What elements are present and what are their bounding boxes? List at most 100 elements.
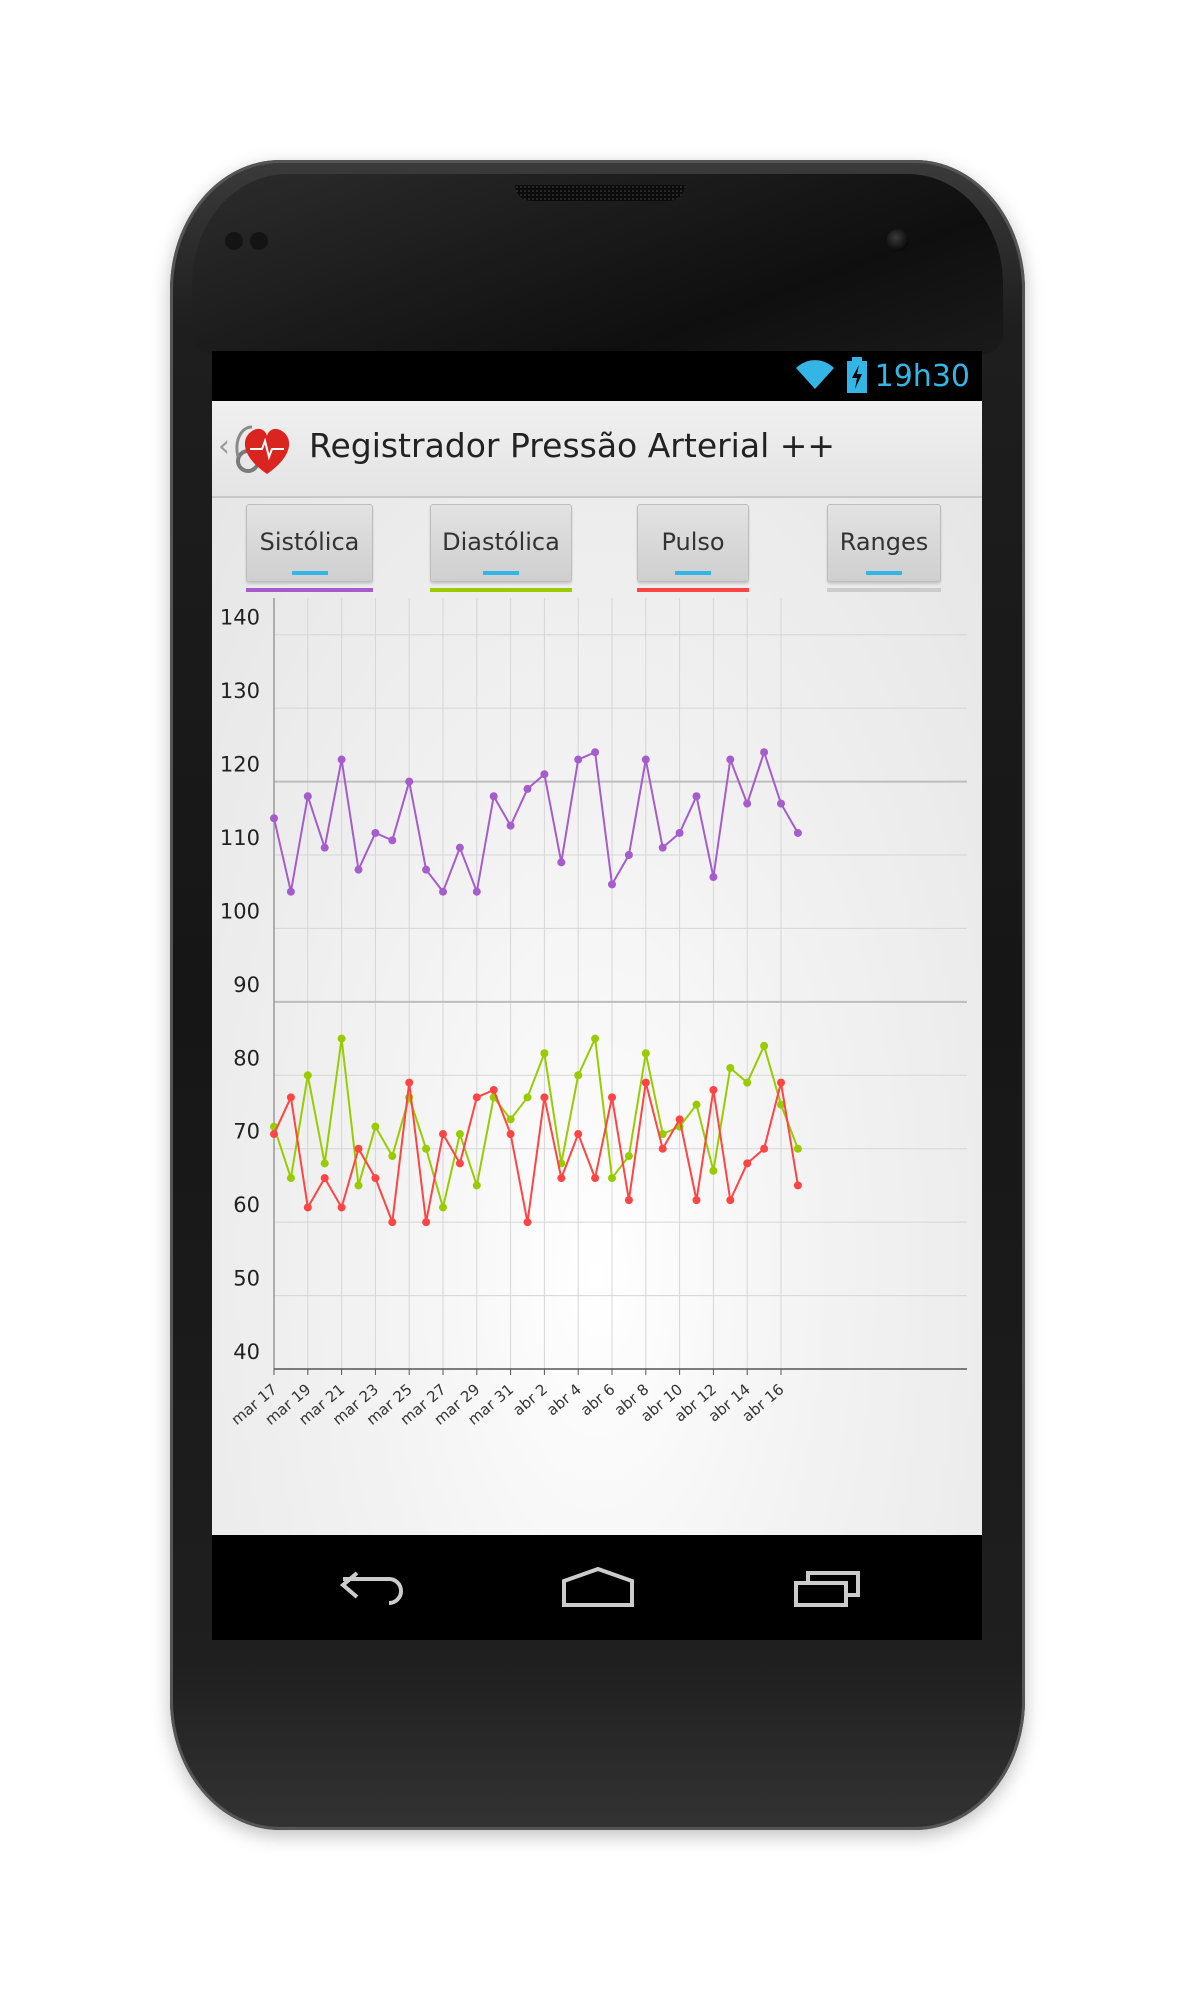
tab-indicator	[291, 571, 328, 575]
data-point	[574, 755, 583, 764]
data-point	[726, 755, 735, 764]
data-point	[540, 770, 549, 779]
data-point	[455, 1130, 464, 1139]
data-point	[489, 792, 498, 801]
data-point	[286, 1174, 295, 1183]
series-line-1	[273, 1034, 799, 1212]
status-bar: 19h30	[212, 351, 982, 401]
data-point	[793, 1144, 802, 1153]
data-point	[624, 1152, 633, 1161]
data-point	[574, 1130, 583, 1139]
navigation-bar	[212, 1535, 982, 1640]
earpiece-speaker	[515, 185, 685, 201]
data-point	[675, 828, 684, 837]
data-point	[624, 851, 633, 859]
data-point	[743, 799, 752, 808]
data-point	[726, 1063, 735, 1072]
data-point	[760, 1041, 769, 1050]
data-point	[793, 828, 802, 837]
y-tick-label: 40	[233, 1340, 260, 1364]
front-camera	[887, 229, 909, 251]
data-point	[506, 1130, 515, 1139]
phone-top-bezel	[192, 174, 1003, 354]
data-point	[641, 1049, 650, 1058]
data-point	[692, 792, 701, 801]
data-point	[506, 821, 515, 830]
series-line-0	[273, 748, 799, 896]
data-point	[337, 1203, 346, 1212]
data-point	[608, 880, 616, 889]
content-area: Sistólica Diastólica Pulso Ranges 140 130…	[212, 498, 982, 1535]
data-point	[523, 1093, 532, 1102]
action-bar: ‹ Registrador Pressão Arterial ++	[212, 401, 982, 498]
status-time: 19h30	[874, 359, 970, 394]
data-point	[743, 1078, 752, 1087]
screen: 19h30 ‹ Registrador Pressão Arterial ++ …	[212, 351, 982, 1640]
y-tick-label: 60	[233, 1193, 260, 1217]
data-point	[658, 1144, 667, 1153]
light-sensor	[250, 232, 268, 250]
data-point	[591, 1034, 600, 1043]
data-point	[641, 755, 650, 764]
data-point	[523, 1218, 532, 1227]
data-point	[658, 843, 667, 852]
data-point	[286, 887, 295, 896]
data-point	[608, 1174, 616, 1183]
data-point	[371, 1174, 380, 1183]
data-point	[354, 865, 363, 874]
tab-label: Diastólica	[442, 528, 560, 556]
data-point	[405, 1078, 414, 1087]
data-point	[777, 1078, 785, 1087]
data-point	[320, 1174, 329, 1183]
data-point	[489, 1085, 498, 1094]
data-point	[439, 1130, 447, 1139]
proximity-sensor	[225, 232, 243, 250]
pulso-color-legend	[637, 588, 749, 592]
data-point	[675, 1115, 684, 1124]
data-point	[455, 1159, 464, 1168]
data-point	[591, 1174, 600, 1183]
data-point	[777, 1100, 785, 1109]
tab-diastolica[interactable]: Diastólica	[430, 504, 572, 582]
data-point	[709, 873, 718, 882]
data-point	[557, 858, 566, 867]
data-point	[692, 1196, 701, 1205]
x-tick-label: abr 4	[543, 1380, 585, 1419]
sistolica-color-legend	[246, 588, 373, 592]
data-point	[270, 814, 278, 823]
tab-ranges[interactable]: Ranges	[827, 504, 941, 582]
data-point	[777, 799, 785, 808]
data-point	[523, 784, 532, 793]
data-point	[557, 1174, 566, 1183]
data-point	[286, 1093, 295, 1102]
app-title: Registrador Pressão Arterial ++	[309, 426, 836, 465]
series-line-2	[273, 1082, 799, 1223]
data-point	[760, 748, 769, 757]
y-tick-label: 80	[233, 1046, 260, 1070]
data-point	[608, 1093, 616, 1102]
tab-label: Pulso	[661, 528, 725, 556]
data-point	[388, 1152, 397, 1161]
x-tick-label: abr 2	[509, 1380, 551, 1419]
data-point	[388, 836, 397, 845]
recent-apps-icon[interactable]	[792, 1565, 864, 1609]
back-icon[interactable]	[337, 1565, 409, 1609]
up-caret-icon[interactable]: ‹	[218, 429, 230, 464]
data-point	[658, 1130, 667, 1139]
diastolica-color-legend	[430, 588, 572, 592]
data-point	[320, 1159, 329, 1168]
data-point	[540, 1049, 549, 1058]
heart-stethoscope-app-icon[interactable]	[232, 419, 302, 479]
data-point	[455, 843, 464, 852]
tab-pulso[interactable]: Pulso	[637, 504, 749, 582]
y-tick-label: 110	[220, 826, 260, 850]
tab-sistolica[interactable]: Sistólica	[246, 504, 373, 582]
data-point	[574, 1071, 583, 1080]
tab-indicator	[866, 571, 902, 575]
data-point	[743, 1159, 752, 1168]
data-point	[303, 1071, 312, 1080]
home-icon[interactable]	[560, 1565, 636, 1609]
data-point	[303, 792, 312, 801]
data-point	[472, 1093, 481, 1102]
